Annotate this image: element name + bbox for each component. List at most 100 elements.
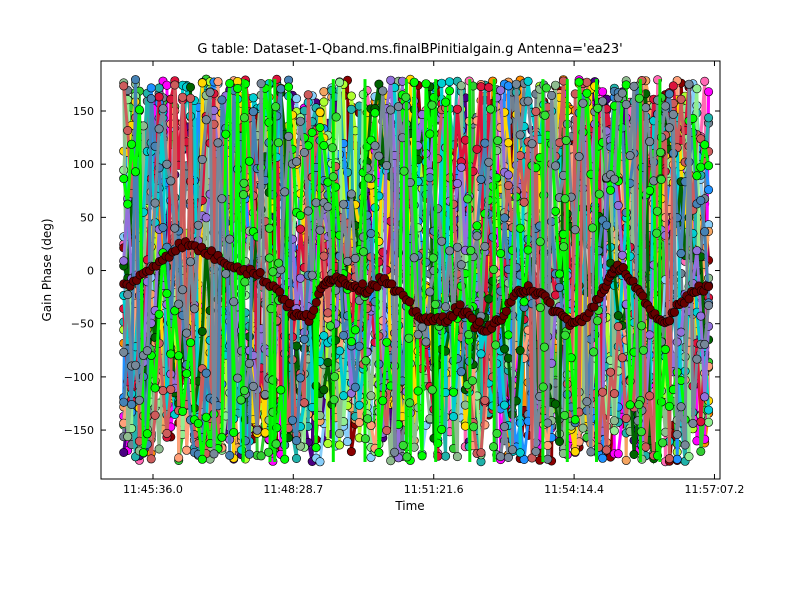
data-point: [561, 135, 571, 145]
data-point: [295, 373, 305, 383]
data-point: [186, 257, 196, 267]
data-point: [146, 94, 156, 104]
data-point: [284, 298, 294, 308]
data-point: [291, 341, 301, 351]
data-point: [660, 344, 670, 354]
data-point: [162, 159, 172, 169]
data-point: [119, 397, 129, 407]
data-point: [637, 321, 647, 331]
data-point: [142, 346, 152, 356]
data-point: [201, 115, 211, 125]
data-point: [291, 453, 301, 463]
data-point: [452, 179, 462, 189]
data-point: [154, 309, 164, 319]
data-point: [460, 135, 470, 145]
data-point: [402, 452, 412, 462]
data-point: [550, 80, 560, 90]
data-point: [540, 110, 550, 120]
data-point: [142, 429, 152, 439]
y-tick-label: 50: [80, 211, 94, 224]
data-point: [503, 170, 513, 180]
data-point: [170, 306, 180, 316]
data-point: [119, 174, 129, 184]
data-point: [692, 354, 702, 364]
data-point: [233, 373, 243, 383]
data-point: [284, 82, 294, 92]
x-tick-label: 11:51:21.6: [404, 483, 464, 496]
data-point: [547, 90, 557, 100]
data-point: [658, 438, 668, 448]
data-point: [582, 77, 592, 87]
data-point: [664, 401, 674, 411]
data-point: [613, 449, 623, 459]
data-point: [221, 129, 231, 139]
y-tick-label: 0: [87, 265, 94, 278]
data-point: [295, 273, 305, 283]
data-point: [700, 76, 710, 86]
data-point: [448, 412, 458, 422]
data-point: [501, 306, 511, 316]
data-point: [560, 410, 570, 420]
data-point: [221, 269, 231, 279]
data-point: [519, 197, 529, 207]
data-point: [523, 245, 533, 255]
data-point: [361, 356, 371, 366]
data-point: [150, 198, 160, 208]
data-point: [455, 300, 465, 310]
data-point: [119, 81, 129, 91]
data-point: [260, 389, 270, 399]
data-point: [519, 297, 529, 307]
data-point: [217, 194, 227, 204]
data-point: [299, 148, 309, 158]
data-point: [570, 225, 580, 235]
data-point: [315, 225, 325, 235]
data-point: [244, 156, 254, 166]
data-point: [609, 416, 619, 426]
data-point: [229, 297, 239, 307]
data-point: [150, 410, 160, 420]
data-point: [158, 386, 168, 396]
data-point: [170, 223, 180, 233]
data-point: [409, 77, 419, 87]
data-point: [480, 241, 490, 251]
data-point: [560, 194, 570, 204]
data-point: [598, 387, 608, 397]
data-point: [174, 453, 184, 463]
data-point: [319, 251, 329, 261]
data-point: [445, 246, 455, 256]
data-point: [609, 389, 619, 399]
data-point: [586, 447, 596, 457]
data-point: [354, 400, 364, 410]
data-point: [370, 141, 380, 151]
data-point: [636, 427, 646, 437]
data-point: [696, 417, 706, 427]
data-point: [629, 81, 639, 91]
data-point: [672, 454, 682, 464]
data-point: [323, 202, 333, 212]
data-point: [427, 385, 437, 395]
data-point: [328, 172, 338, 182]
data-point: [496, 452, 506, 462]
data-point: [503, 452, 513, 462]
data-point: [346, 91, 356, 101]
data-point: [692, 246, 702, 256]
data-point: [311, 297, 321, 307]
y-tick-label: 100: [73, 158, 94, 171]
data-point: [425, 287, 435, 297]
data-point: [393, 102, 403, 112]
data-point: [472, 231, 482, 241]
data-point: [645, 186, 655, 196]
data-point: [273, 138, 283, 148]
data-point: [515, 345, 525, 355]
data-point: [589, 347, 599, 357]
data-point: [541, 83, 551, 93]
data-point: [456, 260, 466, 270]
data-point: [474, 317, 484, 327]
data-point: [641, 103, 651, 113]
data-point: [239, 113, 249, 123]
data-point: [319, 331, 329, 341]
data-point: [660, 101, 670, 111]
y-tick-label: 150: [73, 105, 94, 118]
data-point: [464, 330, 474, 340]
data-point: [467, 376, 477, 386]
